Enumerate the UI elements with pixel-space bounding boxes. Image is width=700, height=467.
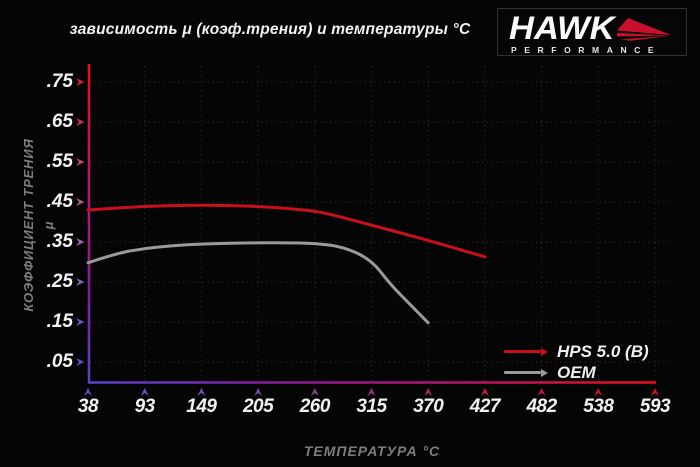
y-tick-label: .65	[46, 111, 73, 132]
hawk-wing-icon	[617, 18, 671, 41]
y-tick-label: .25	[46, 271, 73, 292]
hawk-logo-wordmark: HAWK	[509, 10, 615, 46]
legend-item-oem: OEM	[504, 362, 649, 383]
y-tick-label: .15	[46, 311, 73, 332]
x-tick-label: 538	[583, 396, 614, 417]
legend: HPS 5.0 (B) OEM	[504, 341, 649, 383]
oem-curve	[86, 241, 430, 325]
x-tick-label: 38	[77, 396, 99, 417]
plot-grid	[87, 66, 672, 382]
x-tick-label: 482	[526, 396, 557, 417]
x-tick-label: 205	[242, 396, 274, 417]
x-tick-label: 427	[469, 396, 501, 417]
y-tick-label: .55	[46, 151, 73, 172]
hawk-logo-performance: PERFORMANCE	[511, 45, 662, 55]
legend-arrow-icon	[541, 347, 548, 356]
legend-arrow-icon	[541, 368, 548, 377]
x-tick-label: 260	[299, 396, 331, 417]
x-tick-label: 593	[639, 396, 671, 417]
legend-line-oem	[504, 371, 541, 374]
chart-title: зависимость μ (коэф.трения) и температур…	[69, 21, 471, 38]
hps-curve	[86, 203, 487, 259]
y-tick-label: .75	[46, 71, 73, 92]
x-tick-label: 370	[413, 396, 444, 417]
legend-item-hps: HPS 5.0 (B)	[504, 341, 649, 362]
y-axis-title: КОЭФФИЦИЕНТ ТРЕНИЯ μ	[21, 138, 56, 312]
legend-label-hps: HPS 5.0 (B)	[557, 341, 649, 361]
x-tick-label: 149	[186, 396, 217, 417]
y-tick-label: .35	[46, 231, 73, 252]
legend-line-hps	[504, 350, 541, 353]
tick-arrow-icons	[76, 78, 659, 396]
y-tick-label: .45	[46, 191, 73, 212]
x-tick-label: 93	[134, 396, 156, 417]
x-tick-label: 315	[356, 396, 387, 417]
y-tick-label: .05	[46, 351, 73, 372]
hawk-logo: HAWK PERFORMANCE	[497, 8, 687, 56]
x-axis-title: ТЕМПЕРАТУРА °C	[303, 443, 441, 459]
legend-label-oem: OEM	[557, 362, 596, 382]
